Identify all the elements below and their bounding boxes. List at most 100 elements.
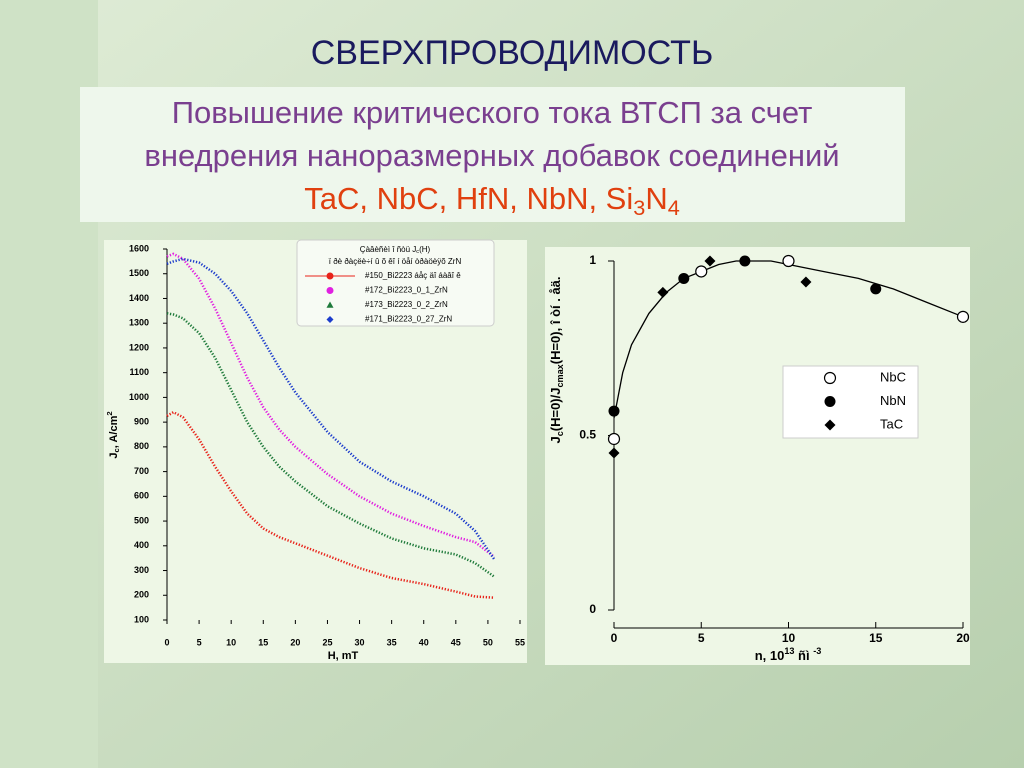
- y-tick-label: 1500: [129, 268, 149, 278]
- subtitle-line: внедрения наноразмерных добавок соединен…: [144, 138, 839, 173]
- legend-subtitle: ï ðè ðàçëè÷í û õ êî í öåí òðàöèÿõ ZrN: [329, 257, 462, 266]
- formula-part: TaC, NbC, HfN, NbN, Si: [304, 181, 633, 216]
- x-axis-label-part: -3: [813, 646, 821, 656]
- legend-label: NbC: [880, 369, 906, 384]
- subtitle-box: [80, 87, 905, 222]
- subtitle-line: Повышение критического тока ВТСП за счет: [172, 95, 813, 130]
- legend-label: #172_Bi2223_0_1_ZrN: [365, 286, 448, 295]
- x-tick-label: 5: [197, 637, 202, 647]
- point: [608, 447, 620, 459]
- x-tick-label: 40: [419, 637, 429, 647]
- x-axis-label: H, mT: [328, 650, 359, 662]
- legend-label: #173_Bi2223_0_2_ZrN: [365, 300, 448, 309]
- x-axis-label-part: ñì: [794, 648, 813, 663]
- y-tick-label: 1: [589, 253, 596, 267]
- x-tick-label: 35: [387, 637, 397, 647]
- x-tick-label: 30: [355, 637, 365, 647]
- x-tick-label: 5: [698, 631, 705, 645]
- legend-label: #150_Bi2223 áåç äî áàâî ê: [365, 271, 461, 280]
- point: [870, 283, 882, 295]
- x-tick-label: 10: [782, 631, 796, 645]
- point: [704, 255, 716, 267]
- series-line: [166, 410, 495, 599]
- x-tick-label: 25: [322, 637, 332, 647]
- right-panel: [545, 247, 970, 665]
- series-line: [166, 312, 496, 578]
- x-tick-label: 55: [515, 637, 525, 647]
- x-tick-label: 15: [258, 637, 268, 647]
- y-tick-label: 1400: [129, 293, 149, 303]
- point: [739, 255, 751, 267]
- y-axis-label: Jc(H=0)/Jcmax(H=0), î òí . åä.: [548, 276, 565, 443]
- x-tick-label: 20: [290, 637, 300, 647]
- legend-title-part: (H): [419, 245, 430, 254]
- y-tick-label: 900: [134, 417, 149, 427]
- point: [678, 272, 690, 284]
- point: [695, 265, 708, 278]
- point: [800, 276, 812, 288]
- y-axis-label-part: 2: [105, 411, 114, 415]
- point: [657, 286, 669, 298]
- x-tick-label: 20: [956, 631, 970, 645]
- y-tick-label: 500: [134, 515, 149, 525]
- y-tick-label: 1100: [129, 367, 149, 377]
- legend-marker: [823, 371, 837, 385]
- fit-curve: [613, 260, 964, 419]
- point: [607, 432, 621, 446]
- legend-label: #171_Bi2223_0_27_ZrN: [365, 315, 452, 324]
- x-tick-label: 15: [869, 631, 883, 645]
- series-line: [166, 257, 496, 561]
- x-axis-label-part: 13: [784, 646, 794, 656]
- point: [782, 254, 795, 268]
- y-axis-label-part: cmax: [555, 364, 565, 387]
- formula: TaC, NbC, HfN, NbN, Si3N4: [304, 181, 680, 220]
- x-tick-label: 50: [483, 637, 493, 647]
- legend-label: TaC: [880, 416, 903, 431]
- legend-marker: [824, 396, 836, 407]
- legend-marker: [326, 287, 334, 294]
- point: [956, 310, 970, 323]
- legend-marker: [326, 272, 334, 280]
- y-tick-label: 700: [134, 466, 149, 476]
- y-tick-label: 100: [134, 614, 149, 624]
- y-tick-label: 1600: [129, 243, 149, 253]
- x-tick-label: 0: [164, 637, 169, 647]
- y-tick-label: 800: [134, 441, 149, 451]
- legend-box: [782, 365, 919, 439]
- y-tick-label: 300: [134, 565, 149, 575]
- formula-part: 3: [633, 195, 645, 220]
- y-tick-label: 0.5: [579, 428, 596, 442]
- x-tick-label: 0: [611, 631, 618, 645]
- legend-title-part: Çàâèñèì î ñòü J: [360, 245, 416, 254]
- y-axis-label-part: c: [555, 431, 565, 436]
- y-tick-label: 600: [134, 491, 149, 501]
- point: [608, 405, 620, 417]
- legend-marker: [326, 301, 334, 308]
- legend-label: NbN: [880, 393, 906, 408]
- legend-title-part: c: [416, 249, 419, 255]
- y-tick-label: 1200: [129, 342, 149, 352]
- y-axis-label-part: (H=0)/J: [548, 388, 563, 432]
- legend-marker: [824, 419, 836, 431]
- y-tick-label: 200: [134, 590, 149, 600]
- x-tick-label: 45: [451, 637, 461, 647]
- x-axis-label: n, 1013 ñì -3: [755, 646, 822, 663]
- y-axis-label-part: (H=0), î òí . åä.: [548, 276, 563, 364]
- legend-title: Çàâèñèì î ñòü Jc(H): [360, 245, 431, 255]
- formula-part: N: [645, 181, 667, 216]
- slide-title: СВЕРХПРОВОДИМОСТЬ: [311, 34, 714, 72]
- x-axis-label-part: n, 10: [755, 648, 785, 663]
- legend-marker: [326, 316, 334, 323]
- y-axis-label-part: J: [108, 453, 120, 459]
- y-axis-label-part: , A/cm: [108, 415, 120, 448]
- y-tick-label: 1300: [129, 318, 149, 328]
- y-tick-label: 0: [589, 602, 596, 616]
- y-tick-label: 400: [134, 540, 149, 550]
- y-axis-label-part: J: [548, 436, 563, 443]
- y-tick-label: 1000: [129, 392, 149, 402]
- x-tick-label: 10: [226, 637, 236, 647]
- formula-part: 4: [668, 195, 680, 220]
- y-axis-label-part: c: [112, 448, 121, 453]
